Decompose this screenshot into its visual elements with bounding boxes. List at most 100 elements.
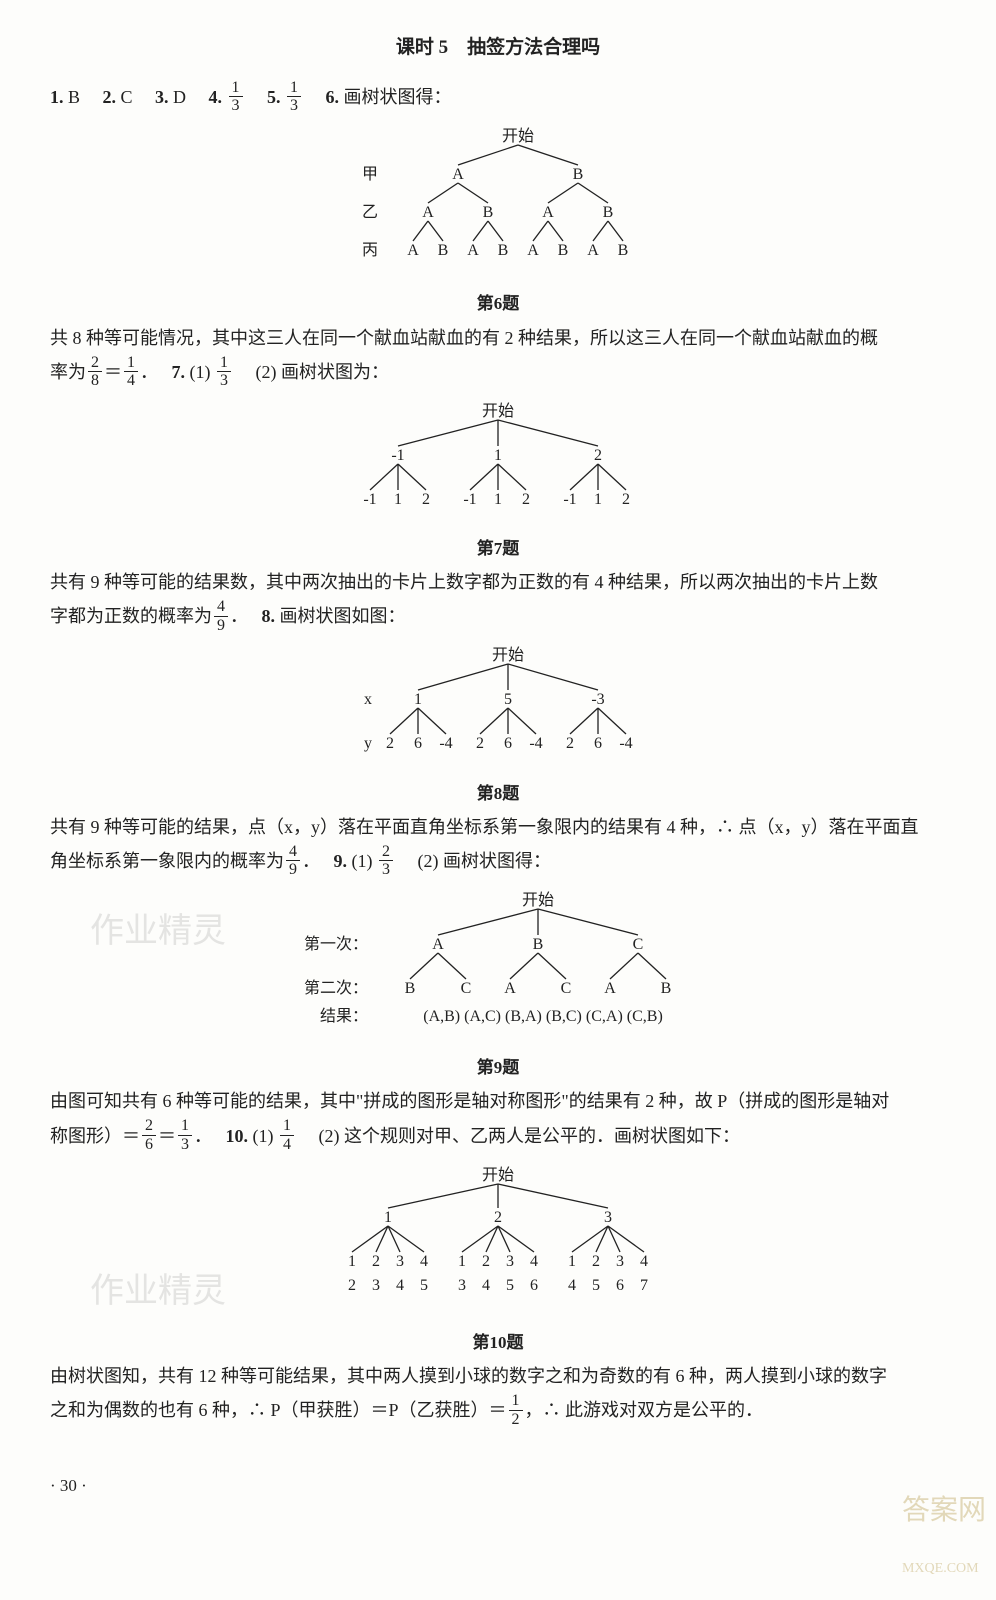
- svg-text:开始: 开始: [502, 127, 534, 145]
- svg-text:A: A: [432, 936, 444, 953]
- svg-text:6: 6: [414, 735, 422, 752]
- svg-text:A: A: [504, 980, 516, 997]
- svg-text:3: 3: [396, 1253, 404, 1270]
- q4: 4.: [209, 87, 223, 107]
- svg-text:B: B: [483, 204, 494, 221]
- svg-text:1: 1: [414, 691, 422, 708]
- svg-text:B: B: [498, 242, 509, 259]
- svg-text:2: 2: [482, 1253, 490, 1270]
- svg-text:A: A: [542, 204, 554, 221]
- svg-text:2: 2: [386, 735, 394, 752]
- solution-6b: 率为28＝14． 7. (1) 13 (2) 画树状图为：: [50, 355, 946, 392]
- svg-text:开始: 开始: [482, 402, 514, 420]
- svg-text:C: C: [461, 980, 472, 997]
- q8: 8.: [262, 606, 276, 626]
- svg-text:4: 4: [640, 1253, 648, 1270]
- solution-9b: 称图形）＝26＝13． 10. (1) 14 (2) 这个规则对甲、乙两人是公平…: [50, 1119, 946, 1156]
- svg-text:5: 5: [504, 691, 512, 708]
- svg-text:1: 1: [568, 1253, 576, 1270]
- a5-frac: 13: [287, 79, 301, 115]
- svg-text:-1: -1: [363, 491, 376, 508]
- svg-text:4: 4: [482, 1277, 490, 1294]
- svg-text:2: 2: [494, 1209, 502, 1226]
- a2: C: [121, 87, 133, 107]
- svg-text:1: 1: [384, 1209, 392, 1226]
- svg-text:2: 2: [422, 491, 430, 508]
- svg-text:A: A: [452, 166, 464, 183]
- solution-7a: 共有 9 种等可能的结果数，其中两次抽出的卡片上数字都为正数的有 4 种结果，所…: [50, 565, 946, 599]
- svg-text:1: 1: [494, 491, 502, 508]
- solution-7b: 字都为正数的概率为49． 8. 画树状图如图：: [50, 599, 946, 636]
- svg-text:(A,B) (A,C) (B,A) (B,C) (C,A): (A,B) (A,C) (B,A) (B,C) (C,A) (C,B): [423, 1008, 663, 1025]
- svg-text:B: B: [558, 242, 569, 259]
- svg-text:甲: 甲: [362, 166, 378, 183]
- svg-text:4: 4: [396, 1277, 404, 1294]
- svg-text:A: A: [527, 242, 539, 259]
- q7: 7.: [172, 362, 186, 382]
- svg-text:5: 5: [506, 1277, 514, 1294]
- svg-text:2: 2: [566, 735, 574, 752]
- svg-text:4: 4: [420, 1253, 428, 1270]
- svg-text:2: 2: [522, 491, 530, 508]
- a3: D: [173, 87, 186, 107]
- svg-text:-1: -1: [463, 491, 476, 508]
- caption-8: 第8题: [50, 778, 946, 810]
- a1: B: [68, 87, 80, 107]
- svg-text:4: 4: [568, 1277, 576, 1294]
- svg-text:1: 1: [348, 1253, 356, 1270]
- svg-text:B: B: [405, 980, 416, 997]
- svg-text:-4: -4: [529, 735, 542, 752]
- svg-text:1: 1: [458, 1253, 466, 1270]
- svg-text:A: A: [587, 242, 599, 259]
- svg-text:2: 2: [372, 1253, 380, 1270]
- svg-text:A: A: [467, 242, 479, 259]
- page-number: · 30 ·: [50, 1470, 946, 1502]
- tree-diagram-9: 开始ABCBCACAB第一次：第二次：结果：(A,B) (A,C) (B,A) …: [50, 889, 946, 1050]
- svg-text:5: 5: [420, 1277, 428, 1294]
- svg-text:6: 6: [616, 1277, 624, 1294]
- svg-text:3: 3: [372, 1277, 380, 1294]
- svg-text:-1: -1: [391, 447, 404, 464]
- svg-text:6: 6: [504, 735, 512, 752]
- svg-text:3: 3: [604, 1209, 612, 1226]
- svg-text:-1: -1: [563, 491, 576, 508]
- svg-text:乙: 乙: [362, 204, 378, 221]
- svg-text:B: B: [661, 980, 672, 997]
- svg-text:开始: 开始: [492, 646, 524, 664]
- svg-text:2: 2: [348, 1277, 356, 1294]
- caption-6: 第6题: [50, 288, 946, 320]
- a6: 画树状图得：: [344, 87, 452, 107]
- caption-10: 第10题: [50, 1327, 946, 1359]
- q3: 3.: [155, 87, 169, 107]
- svg-text:3: 3: [506, 1253, 514, 1270]
- solution-10a: 由树状图知，共有 12 种等可能结果，其中两人摸到小球的数字之和为奇数的有 6 …: [50, 1359, 946, 1393]
- tree-diagram-6: 开始ABABABABABABAB甲乙丙: [50, 125, 946, 286]
- q9: 9.: [334, 851, 348, 871]
- q2: 2.: [103, 87, 117, 107]
- svg-text:2: 2: [594, 447, 602, 464]
- q8t: 画树状图如图：: [280, 606, 406, 626]
- q6: 6.: [326, 87, 340, 107]
- svg-text:A: A: [604, 980, 616, 997]
- svg-text:B: B: [603, 204, 614, 221]
- svg-text:结果：: 结果：: [320, 1007, 368, 1025]
- svg-text:2: 2: [622, 491, 630, 508]
- svg-text:4: 4: [530, 1253, 538, 1270]
- svg-text:A: A: [422, 204, 434, 221]
- svg-text:开始: 开始: [482, 1166, 514, 1184]
- svg-text:1: 1: [594, 491, 602, 508]
- svg-text:A: A: [407, 242, 419, 259]
- q9-2: (2) 画树状图得：: [418, 851, 552, 871]
- q10-2: (2) 这个规则对甲、乙两人是公平的．画树状图如下：: [319, 1126, 741, 1146]
- svg-text:7: 7: [640, 1277, 648, 1294]
- tree-diagram-8: 开始15-326-426-426-4xy: [50, 644, 946, 775]
- solution-6: 共 8 种等可能情况，其中这三人在同一个献血站献血的有 2 种结果，所以这三人在…: [50, 321, 946, 355]
- svg-text:-4: -4: [439, 735, 452, 752]
- svg-text:y: y: [364, 735, 372, 752]
- svg-text:2: 2: [592, 1253, 600, 1270]
- tree-diagram-10: 开始123122334451324354614253647: [50, 1164, 946, 1325]
- svg-text:B: B: [533, 936, 544, 953]
- svg-text:2: 2: [476, 735, 484, 752]
- caption-9: 第9题: [50, 1052, 946, 1084]
- solution-9a: 由图可知共有 6 种等可能的结果，其中"拼成的图形是轴对称图形"的结果有 2 种…: [50, 1084, 946, 1118]
